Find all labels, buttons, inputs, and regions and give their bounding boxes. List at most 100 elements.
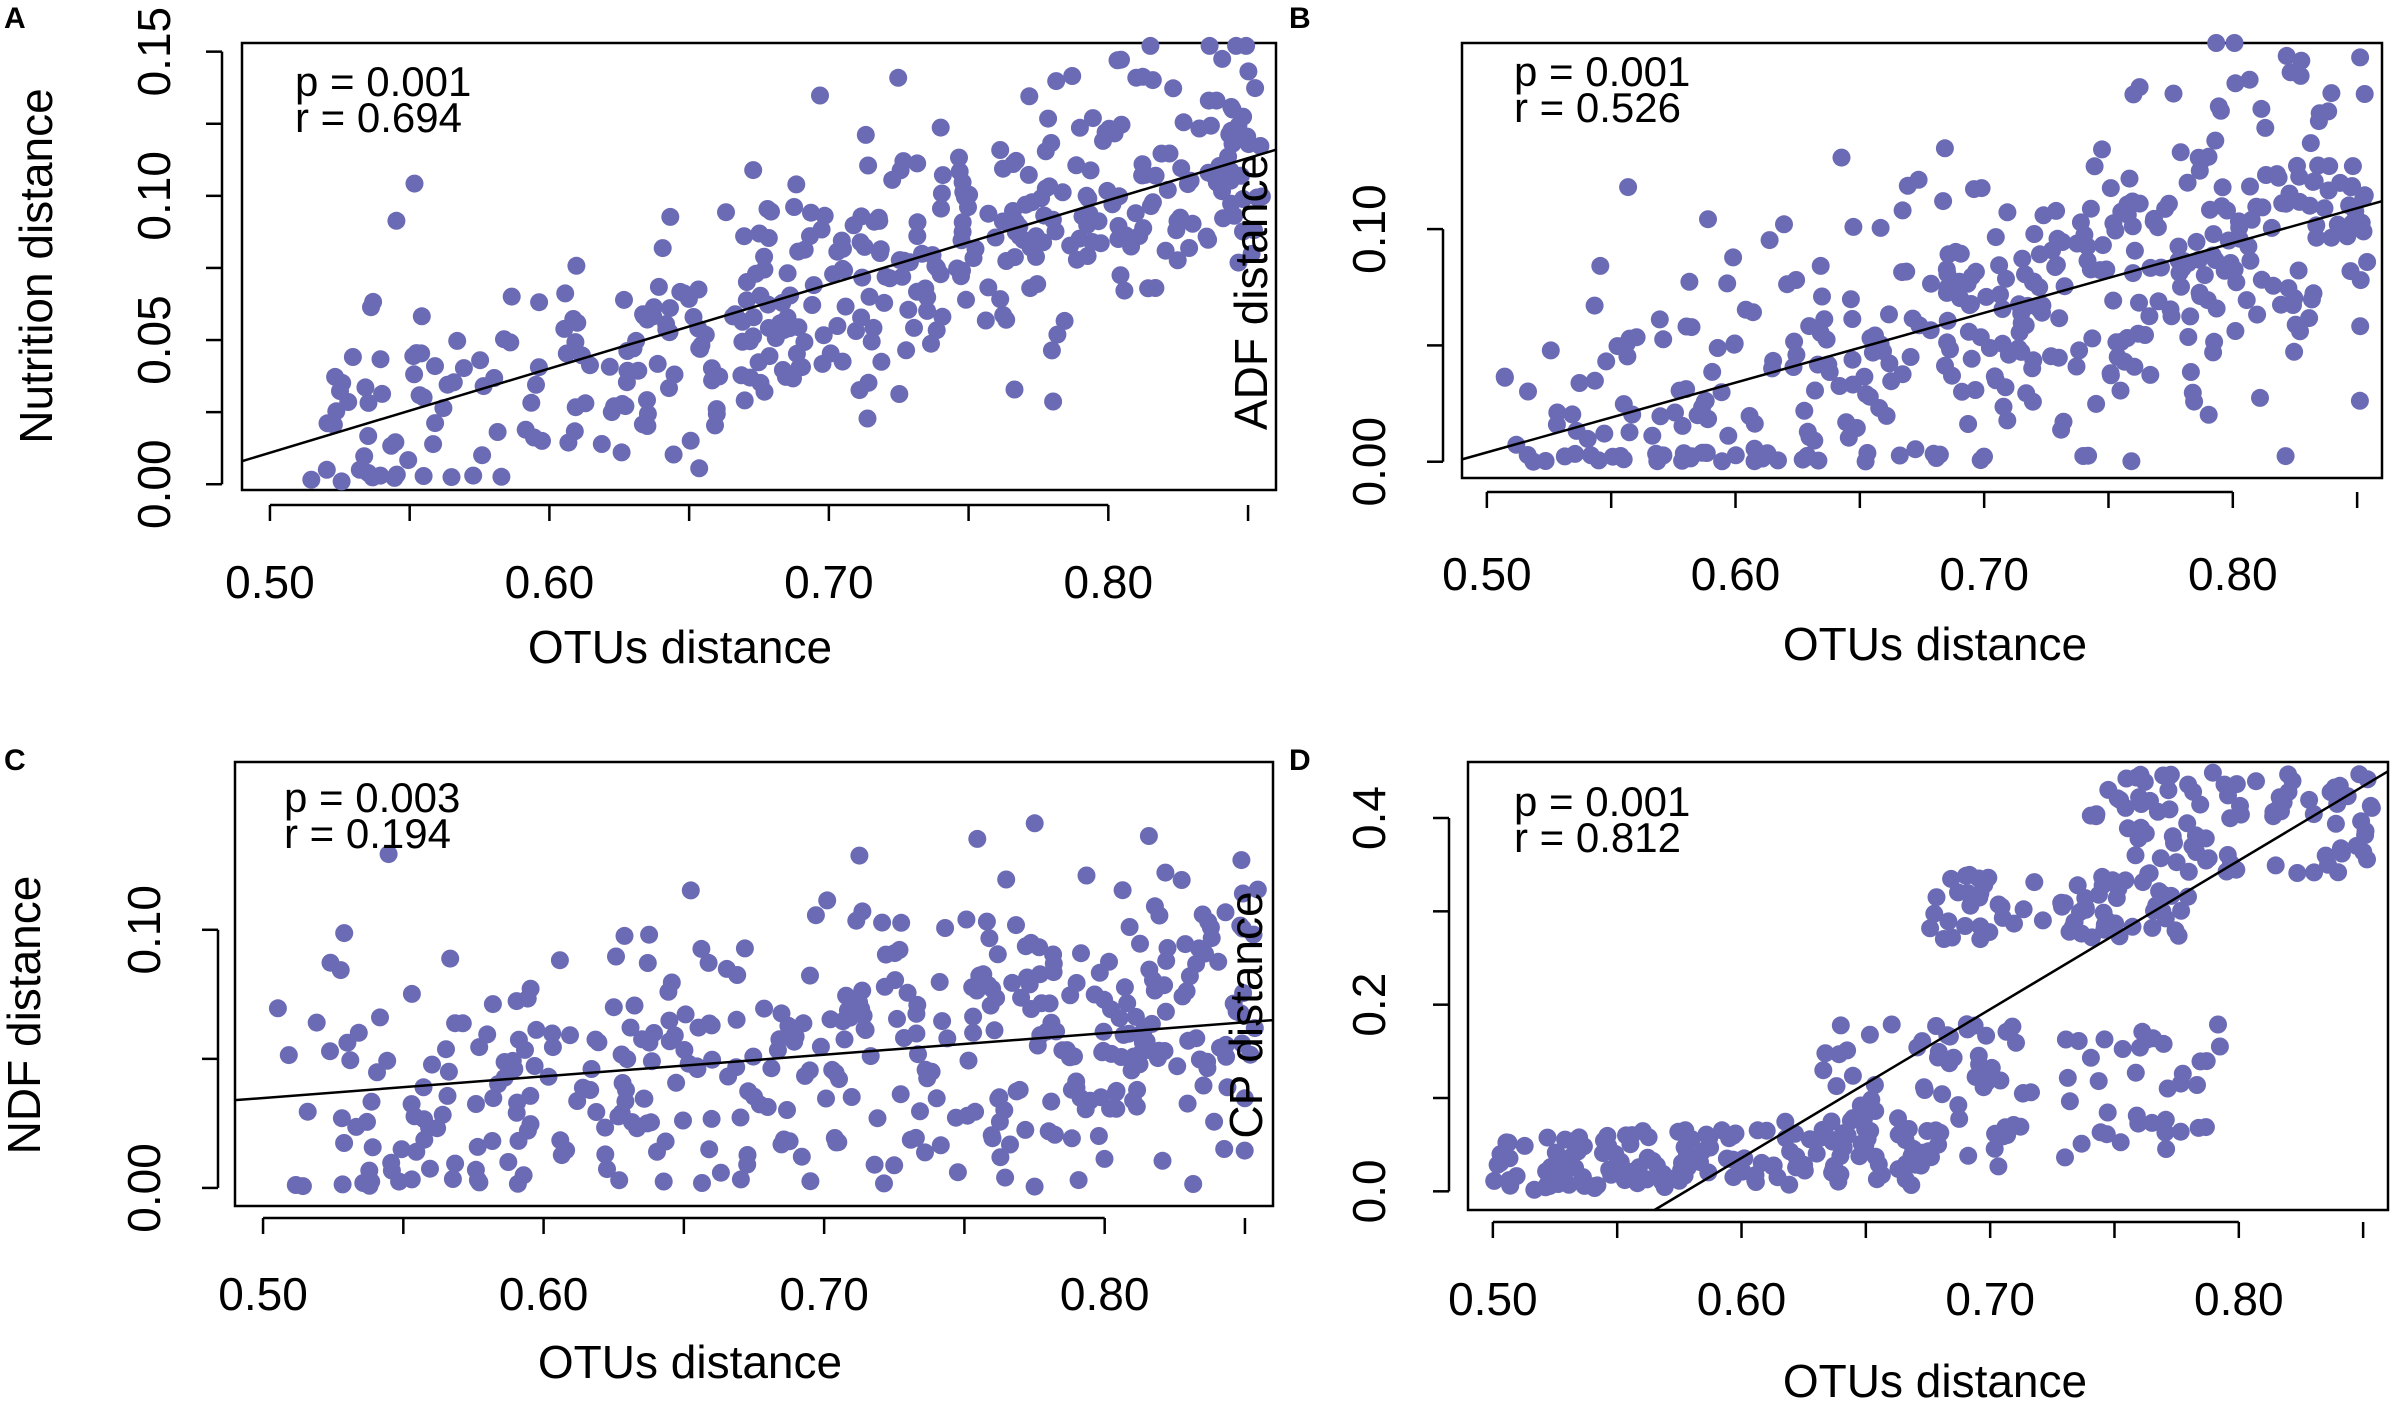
data-point (1242, 244, 1261, 263)
data-point (2242, 210, 2261, 229)
data-point (2188, 1076, 2206, 1094)
data-point (2355, 85, 2374, 103)
data-point (859, 156, 878, 175)
data-point (2033, 303, 2051, 322)
data-point (2085, 157, 2104, 176)
data-point (1959, 415, 1978, 433)
data-point (1582, 446, 1600, 465)
data-point (1764, 1156, 1783, 1175)
data-point (690, 339, 709, 358)
data-point (811, 1037, 830, 1056)
data-point (778, 264, 797, 283)
data-point (1001, 1135, 1019, 1154)
data-point (2320, 157, 2339, 176)
data-point (356, 378, 375, 397)
data-point (438, 1086, 457, 1105)
data-point (2326, 814, 2345, 833)
data-point (953, 222, 972, 241)
data-point (1866, 1102, 1885, 1120)
data-point (771, 314, 790, 333)
data-point (543, 1038, 562, 1057)
data-point (2130, 788, 2149, 807)
y-tick-label: 0.00 (1343, 417, 1395, 507)
data-point (2350, 765, 2369, 784)
data-point (1852, 1134, 1871, 1153)
data-point (1680, 272, 1699, 291)
data-point (471, 351, 490, 370)
data-point (833, 259, 852, 278)
data-point (362, 298, 380, 317)
data-point (508, 1174, 527, 1193)
data-point (468, 1137, 487, 1156)
x-axis-title-a: OTUs distance (528, 621, 832, 673)
x-axis-title-d: OTUs distance (1783, 1355, 2087, 1401)
data-point (1643, 1152, 1662, 1170)
data-point (692, 939, 711, 958)
data-point (1027, 247, 1045, 266)
data-point (1067, 156, 1086, 175)
data-point (333, 1175, 352, 1194)
data-point (803, 296, 822, 314)
data-point (930, 973, 949, 991)
data-point (392, 1140, 411, 1159)
data-point (1650, 310, 1669, 329)
data-point (615, 290, 633, 309)
regression-line-b (1461, 199, 2383, 461)
data-point (1820, 363, 1839, 381)
data-point (2304, 172, 2323, 191)
plot-frame-d (1466, 760, 2390, 1212)
data-point (362, 1092, 381, 1111)
data-point (795, 333, 814, 351)
data-point (2322, 84, 2341, 103)
data-point (1814, 1061, 1833, 1080)
data-point (387, 211, 406, 230)
data-point (674, 1111, 692, 1130)
data-point (1816, 1044, 1835, 1063)
data-point (991, 1148, 1010, 1167)
data-point (1190, 1050, 1209, 1069)
data-point (1190, 939, 1208, 958)
data-point (800, 1061, 819, 1080)
data-point (1548, 403, 1567, 422)
data-point (412, 344, 431, 363)
data-point (2159, 781, 2178, 800)
data-point (872, 352, 891, 371)
data-point (744, 1047, 763, 1066)
data-point (2046, 258, 2065, 276)
data-point (317, 460, 336, 479)
data-point (1745, 414, 1764, 433)
data-point (2198, 291, 2217, 310)
data-point (1614, 395, 1633, 414)
panel-d: D 0.50 0.60 0.70 0.80 0.0 0.2 0.4 p = 0.001 r … (1220, 744, 2390, 1401)
data-point (908, 227, 927, 245)
data-point (1676, 1152, 1695, 1171)
data-point (892, 913, 911, 932)
data-point (2257, 166, 2275, 184)
data-point (1643, 426, 1662, 445)
regression-line-d (1653, 770, 2389, 1212)
y-tick-label: 0.0 (1343, 1159, 1395, 1223)
data-point (966, 1102, 985, 1121)
data-point (1089, 1127, 1108, 1145)
data-point (1115, 978, 1134, 997)
data-point (561, 1026, 579, 1045)
data-point (1997, 269, 2015, 288)
data-point (1975, 447, 1993, 466)
data-point (2151, 849, 2170, 868)
data-point (1960, 296, 1979, 315)
data-point (2157, 1140, 2176, 1158)
data-point (1966, 262, 1985, 281)
data-point (604, 998, 623, 1017)
data-point (1048, 325, 1067, 344)
data-point (1128, 1080, 1147, 1099)
data-point (2078, 251, 2097, 270)
r-value-b: r = 0.526 (1514, 84, 1681, 131)
data-point (2067, 357, 2086, 376)
data-point (1869, 1155, 1888, 1174)
data-point (2025, 225, 2044, 243)
data-point (897, 341, 916, 360)
data-point (933, 1012, 952, 1031)
data-point (770, 1030, 789, 1049)
data-point (1675, 1138, 1694, 1157)
data-point (1515, 1136, 1534, 1155)
